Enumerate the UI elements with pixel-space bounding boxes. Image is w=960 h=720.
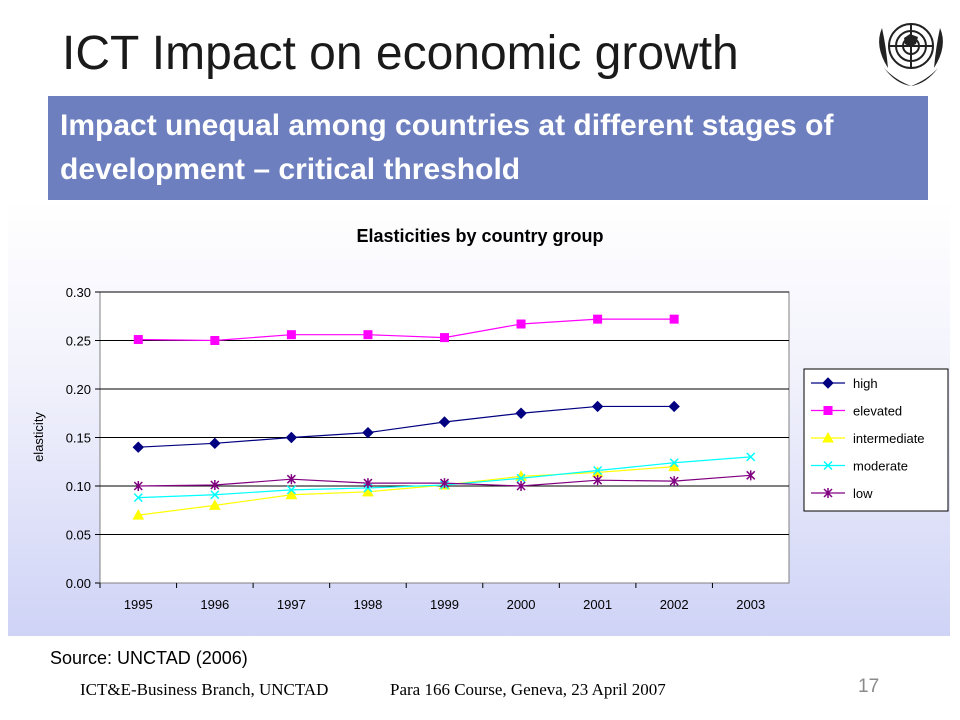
legend-label: high xyxy=(853,376,878,391)
data-point-moderate xyxy=(516,473,526,483)
y-tick-label: 0.30 xyxy=(66,285,91,300)
y-tick-label: 0.20 xyxy=(66,382,91,397)
data-point-elevated xyxy=(133,335,143,345)
data-point-moderate xyxy=(593,465,603,476)
legend-marker xyxy=(822,431,834,443)
series-high xyxy=(132,400,680,453)
data-point-moderate xyxy=(669,458,679,468)
un-emblem-icon xyxy=(879,23,943,86)
legend-item-moderate: moderate xyxy=(811,459,908,474)
data-point-moderate xyxy=(133,493,143,503)
data-point-moderate xyxy=(746,452,756,462)
x-tick-label: 1996 xyxy=(200,597,229,612)
data-point-moderate xyxy=(210,490,220,500)
y-tick-label: 0.00 xyxy=(66,576,91,591)
source-note: Source: UNCTAD (2006) xyxy=(50,648,248,668)
data-point-high xyxy=(438,416,451,428)
elasticities-chart: Elasticities by country group 0.00 0.05 0.… xyxy=(31,226,949,612)
data-point-elevated xyxy=(363,330,373,340)
data-point-moderate xyxy=(286,485,296,495)
data-point-low xyxy=(133,481,143,491)
x-tick-label: 1998 xyxy=(353,597,382,612)
legend-label: intermediate xyxy=(853,431,925,446)
data-point-intermediate xyxy=(208,499,221,510)
legend-marker xyxy=(822,377,834,389)
slide-title: ICT Impact on economic growth xyxy=(62,27,739,80)
y-tick-label: 0.15 xyxy=(66,431,91,446)
series-line-intermediate xyxy=(138,466,675,516)
data-point-intermediate xyxy=(132,509,145,520)
data-point-low xyxy=(593,475,603,486)
legend-item-intermediate: intermediate xyxy=(811,431,925,446)
legend-marker xyxy=(823,488,833,498)
legend-item-low: low xyxy=(811,486,873,501)
x-tick-label: 2002 xyxy=(660,597,689,612)
data-point-elevated xyxy=(593,314,603,324)
chart-title: Elasticities by country group xyxy=(356,226,603,246)
legend-label: elevated xyxy=(853,404,902,419)
data-point-high xyxy=(591,400,604,413)
data-point-elevated xyxy=(210,336,220,345)
data-point-low xyxy=(516,481,526,491)
footer-organization: ICT&E-Business Branch, UNCTAD xyxy=(80,680,329,699)
data-point-low xyxy=(439,478,450,489)
data-point-elevated xyxy=(440,333,449,343)
data-point-high xyxy=(209,437,221,450)
data-point-elevated xyxy=(516,319,526,329)
data-point-high xyxy=(285,431,298,444)
data-point-high xyxy=(668,400,680,413)
series-line-high xyxy=(138,405,675,448)
data-point-high xyxy=(132,441,144,453)
y-tick-label: 0.05 xyxy=(66,528,91,543)
legend-label: low xyxy=(853,486,873,501)
y-tick-label: 0.25 xyxy=(66,334,91,349)
data-point-high xyxy=(515,407,527,419)
series-low xyxy=(133,470,756,491)
page-number: 17 xyxy=(858,676,880,697)
x-tick-label: 1997 xyxy=(277,597,306,612)
headline-banner: Impact unequal among countries at differ… xyxy=(48,96,928,200)
data-point-low xyxy=(746,470,756,481)
x-tick-label: 1999 xyxy=(430,597,459,612)
data-point-low xyxy=(210,480,220,491)
series-elevated xyxy=(133,314,679,345)
data-point-low xyxy=(669,476,679,487)
legend-marker xyxy=(823,406,833,415)
data-point-elevated xyxy=(286,330,296,340)
data-point-low xyxy=(363,478,373,489)
data-point-low xyxy=(286,474,296,485)
legend-item-elevated: elevated xyxy=(811,404,902,419)
x-tick-label: 2003 xyxy=(736,597,765,612)
x-tick-label: 1995 xyxy=(124,597,153,612)
legend-label: moderate xyxy=(853,459,908,474)
data-point-elevated xyxy=(669,314,679,324)
x-tick-label: 2001 xyxy=(583,597,612,612)
y-tick-label: 0.10 xyxy=(66,479,91,494)
footer-event: Para 166 Course, Geneva, 23 April 2007 xyxy=(390,680,666,699)
legend-item-high: high xyxy=(811,376,878,391)
series-line-elevated xyxy=(138,318,675,342)
banner-text: Impact unequal among countries at differ… xyxy=(60,109,834,186)
legend-marker xyxy=(823,460,833,471)
x-tick-label: 2000 xyxy=(507,597,536,612)
chart-panel: Elasticities by country group 0.00 0.05 0.… xyxy=(8,200,950,636)
data-point-intermediate xyxy=(285,488,298,500)
data-point-high xyxy=(362,426,374,439)
y-axis-label: elasticity xyxy=(31,412,46,462)
